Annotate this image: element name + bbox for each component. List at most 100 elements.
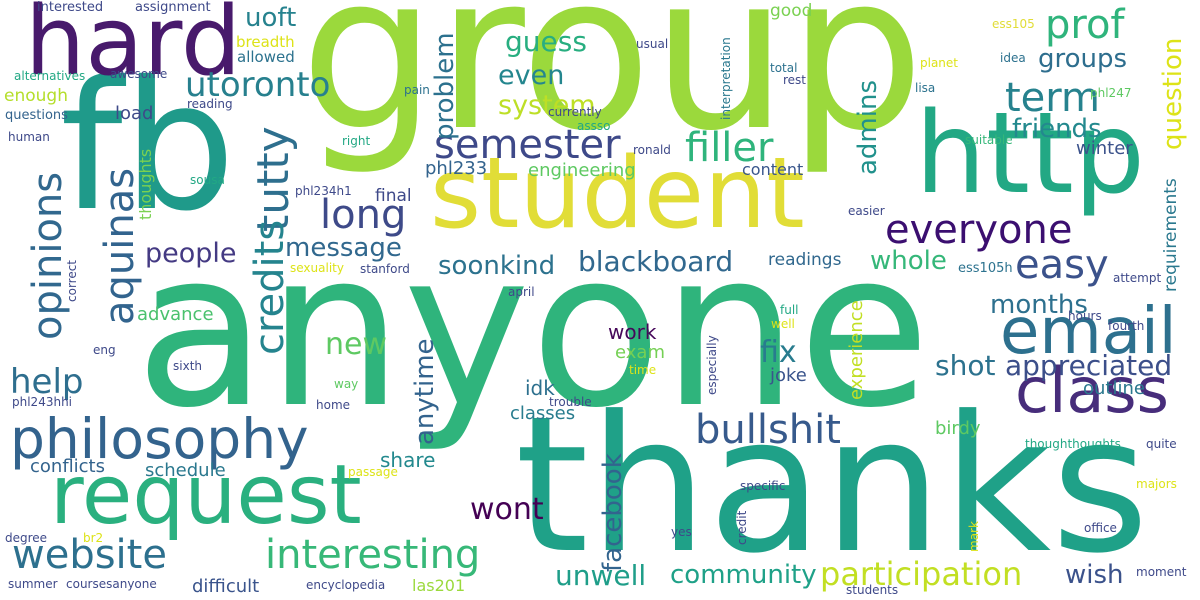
word-time: time <box>629 363 657 377</box>
word-good: good <box>770 1 813 21</box>
word-breadth: breadth <box>236 33 295 51</box>
word-april: april <box>508 285 535 299</box>
word-assignment: assignment <box>135 0 211 15</box>
word-sousa: sousa <box>190 173 225 187</box>
word-content: content <box>742 160 804 179</box>
word-bullshit: bullshit <box>695 407 841 453</box>
word-long: long <box>320 192 407 238</box>
word-system: system <box>498 90 596 121</box>
word-filler: filler <box>685 125 774 171</box>
word-yes: yes <box>671 525 692 539</box>
word-planet: planet <box>920 56 958 70</box>
word-credits: credits <box>247 219 293 355</box>
word-participation: participation <box>820 555 1023 593</box>
word-reading: reading <box>187 97 233 111</box>
word-specific: specific <box>740 479 786 493</box>
word-well: well <box>771 317 795 331</box>
word-philosophy: philosophy <box>10 407 309 471</box>
word-summer: summer <box>8 577 58 591</box>
word-credit: credit <box>735 510 749 545</box>
word-website: website <box>12 532 167 578</box>
word-opinions: opinions <box>25 171 71 340</box>
word-phl243hhi: phl243hhi <box>12 395 73 409</box>
word-interesting: interesting <box>265 532 481 578</box>
word-work: work <box>608 320 657 344</box>
word-easier: easier <box>848 204 885 218</box>
word-usual: usual <box>636 37 669 51</box>
word-thanks: thanks <box>515 376 1150 595</box>
word-especially: especially <box>705 335 719 395</box>
word-anytime: anytime <box>410 338 440 445</box>
word-facebook: facebook <box>598 453 628 572</box>
word-prof: prof <box>1045 2 1125 48</box>
word-enough: enough <box>4 86 68 106</box>
word-advance: advance <box>137 304 214 325</box>
word-uoft: uoft <box>245 3 297 33</box>
word-winter: winter <box>1076 138 1133 159</box>
word-easy: easy <box>1015 242 1109 288</box>
word-guess: guess <box>505 25 587 58</box>
word-interpretation: interpretation <box>719 37 733 120</box>
word-anyone: anyone <box>135 204 931 455</box>
word-problem: problem <box>430 32 460 140</box>
word-http: http <box>915 89 1145 219</box>
word-conflicts: conflicts <box>30 456 105 477</box>
word-degree: degree <box>5 531 48 545</box>
word-fix: fix <box>760 335 797 370</box>
word-hard: hard <box>25 0 242 97</box>
word-interested: interested <box>37 0 104 15</box>
word-requirements: requirements <box>1161 178 1181 292</box>
word-sexuality: sexuality <box>290 261 344 275</box>
word-wont: wont <box>470 492 544 527</box>
word-alternatives: alternatives <box>14 69 86 83</box>
word-friends: friends <box>1012 114 1102 144</box>
word-human: human <box>8 130 50 144</box>
word-email: email <box>1000 295 1177 369</box>
word-classes: classes <box>510 403 576 424</box>
word-groups: groups <box>1038 44 1128 74</box>
word-load: load <box>115 103 154 124</box>
word-exam: exam <box>615 342 665 363</box>
word-group: group <box>300 0 925 178</box>
word-phl234h1: phl234h1 <box>295 184 352 198</box>
word-help: help <box>10 362 84 402</box>
word-class: class <box>1015 354 1169 427</box>
word-questions: questions <box>5 108 68 123</box>
word-birdy: birdy <box>935 418 981 439</box>
word-question: question <box>1158 37 1188 150</box>
word-everyone: everyone <box>885 207 1073 253</box>
word-correct: correct <box>65 259 79 302</box>
word-schedule: schedule <box>145 460 226 481</box>
word-ess105h: ess105h <box>958 261 1013 276</box>
word-blackboard: blackboard <box>578 245 734 278</box>
word-assso: assso <box>577 119 611 133</box>
word-even: even <box>498 60 565 91</box>
word-fb: fb <box>60 43 236 250</box>
word-student: student <box>430 137 805 251</box>
word-encyclopedia: encyclopedia <box>306 578 386 592</box>
word-admins: admins <box>853 79 883 175</box>
word-wish: wish <box>1065 560 1124 590</box>
word-las201: las201 <box>412 576 466 595</box>
word-fourth: fourth <box>1108 319 1145 333</box>
word-moment: moment <box>1136 565 1187 579</box>
word-eng: eng <box>93 343 116 357</box>
word-idea: idea <box>1000 51 1026 65</box>
word-whole: whole <box>870 246 947 276</box>
word-message: message <box>285 233 402 263</box>
word-engineering: engineering <box>528 160 636 181</box>
word-attempt: attempt <box>1113 271 1162 285</box>
word-idk: idk <box>525 376 555 400</box>
word-mark: mark <box>967 521 981 552</box>
word-majors: majors <box>1136 477 1177 491</box>
word-office: office <box>1084 521 1117 535</box>
word-semester: semester <box>434 122 621 168</box>
word-final: final <box>375 186 412 206</box>
word-appreciated: appreciated <box>1005 349 1173 382</box>
word-sixth: sixth <box>173 359 202 373</box>
word-total: total <box>770 61 798 75</box>
word-rest: rest <box>783 73 807 87</box>
word-hours: hours <box>1068 309 1102 323</box>
word-tutty: tutty <box>248 126 299 232</box>
